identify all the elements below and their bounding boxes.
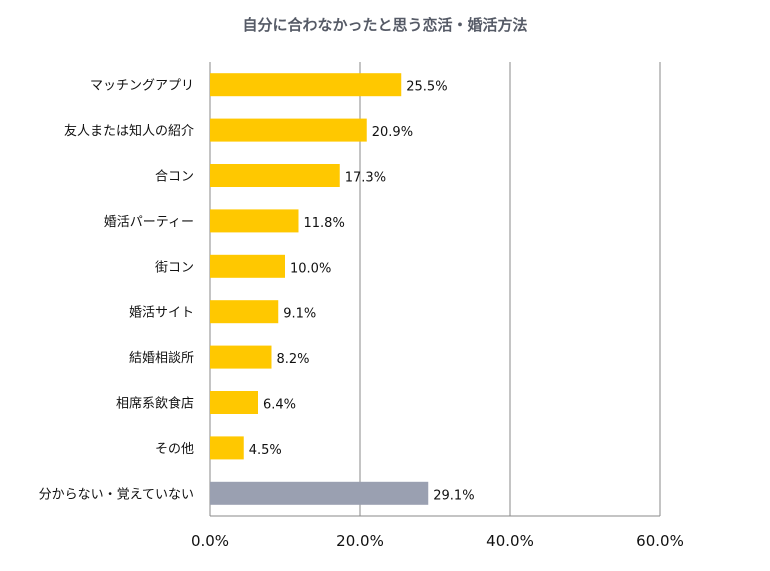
category-label-3: 婚活パーティー [104,215,194,230]
category-label-8: その他 [155,442,194,457]
bar-5 [210,300,279,324]
x-tick-label-3: 60.0% [636,532,684,550]
value-labels: 25.5% 20.9% 17.3% 11.8% 10.0% 9.1% 8.2% 6.4% 4.5… [249,80,475,504]
category-labels: マッチングアプリ友人または知人の紹介合コン婚活パーティー街コン婚活サイト結婚相談… [39,79,194,503]
bars [210,73,429,505]
chart-title: 自分に合わなかったと思う恋活・婚活方法 [242,16,527,34]
value-label-7: 6.4% [263,398,296,413]
category-label-4: 街コン [155,260,194,275]
bar-4 [210,254,285,278]
category-label-2: 合コン [155,170,194,185]
value-label-4: 10.0% [290,261,331,276]
category-label-6: 結婚相談所 [129,350,194,366]
value-label-0: 25.5% [406,80,447,95]
value-label-6: 8.2% [277,352,310,367]
bar-2 [210,164,340,187]
value-label-3: 11.8% [304,216,345,231]
bar-0 [210,73,402,97]
category-label-9: 分からない・覚えていない [39,487,194,502]
bar-7 [210,391,258,414]
x-tick-labels: 0.0% 20.0% 40.0% 60.0% [191,532,684,550]
value-label-9: 29.1% [433,488,474,503]
x-tick-label-1: 20.0% [336,532,384,550]
bar-8 [210,436,244,460]
bar-3 [210,209,299,233]
bar-9 [210,481,429,505]
category-label-1: 友人または知人の紹介 [64,123,194,139]
value-label-2: 17.3% [345,171,386,186]
bar-1 [210,118,367,142]
bar-6 [210,345,272,369]
value-label-5: 9.1% [283,307,316,322]
value-label-8: 4.5% [249,443,282,458]
category-label-7: 相席系飲食店 [116,396,194,412]
category-label-0: マッチングアプリ [90,79,194,94]
value-label-1: 20.9% [372,125,413,140]
x-tick-label-0: 0.0% [191,532,229,550]
category-label-5: 婚活サイト [129,306,194,321]
x-tick-label-2: 40.0% [486,532,534,550]
